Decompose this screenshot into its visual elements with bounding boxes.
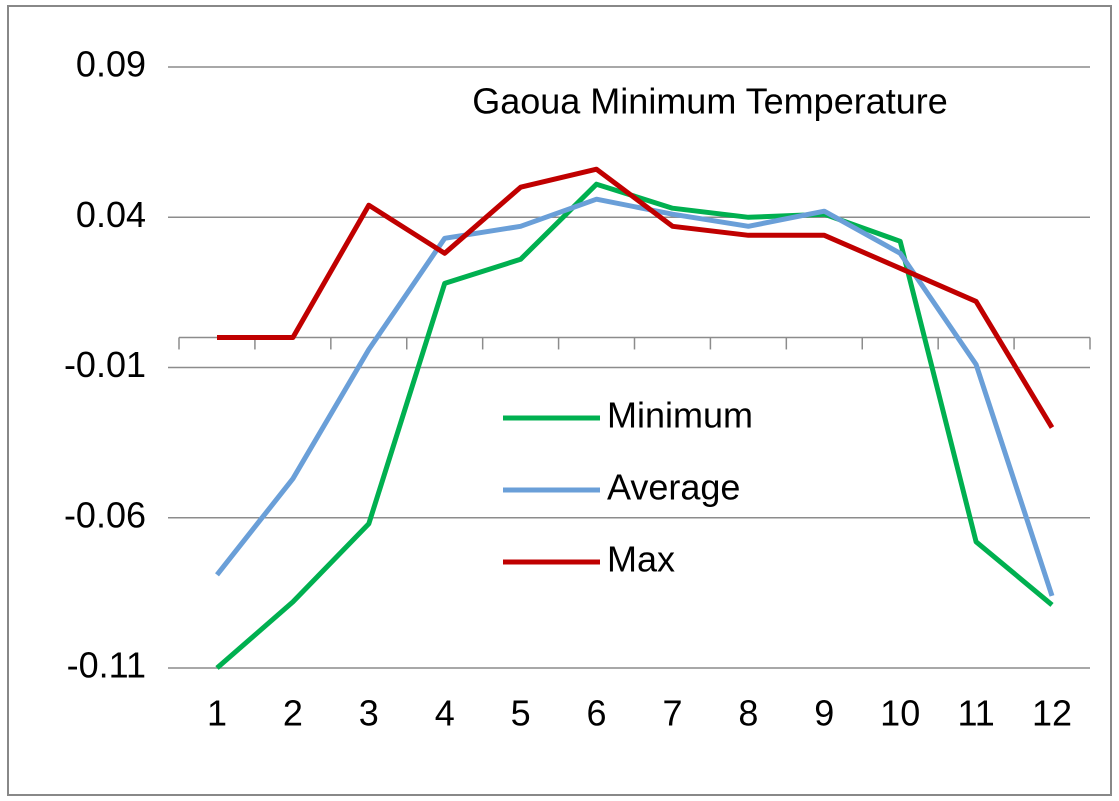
x-tick-label: 9 <box>814 693 834 734</box>
y-tick-label: -0.11 <box>67 645 146 686</box>
y-tick-label: 0.09 <box>76 44 146 85</box>
legend-label: Max <box>607 539 675 580</box>
legend-label: Minimum <box>607 395 753 436</box>
legend-label: Average <box>607 467 740 508</box>
x-tick-label: 10 <box>880 693 920 734</box>
y-tick-label: -0.01 <box>64 344 146 385</box>
x-tick-label: 1 <box>207 693 227 734</box>
series-line <box>217 166 1055 429</box>
x-tick-label: 8 <box>738 693 758 734</box>
x-tick-label: 12 <box>1032 693 1072 734</box>
x-tick-label: 4 <box>435 693 455 734</box>
chart-border <box>7 5 1112 796</box>
x-tick-label: 7 <box>662 693 682 734</box>
x-tick-label: 11 <box>957 693 994 734</box>
chart-title: Gaoua Minimum Temperature <box>472 81 948 122</box>
x-tick-label: 6 <box>587 693 607 734</box>
y-tick-label: -0.06 <box>64 494 146 535</box>
y-tick-label: 0.04 <box>76 194 146 235</box>
x-tick-label: 2 <box>283 693 303 734</box>
x-tick-label: 3 <box>359 693 379 734</box>
x-tick-label: 5 <box>511 693 531 734</box>
